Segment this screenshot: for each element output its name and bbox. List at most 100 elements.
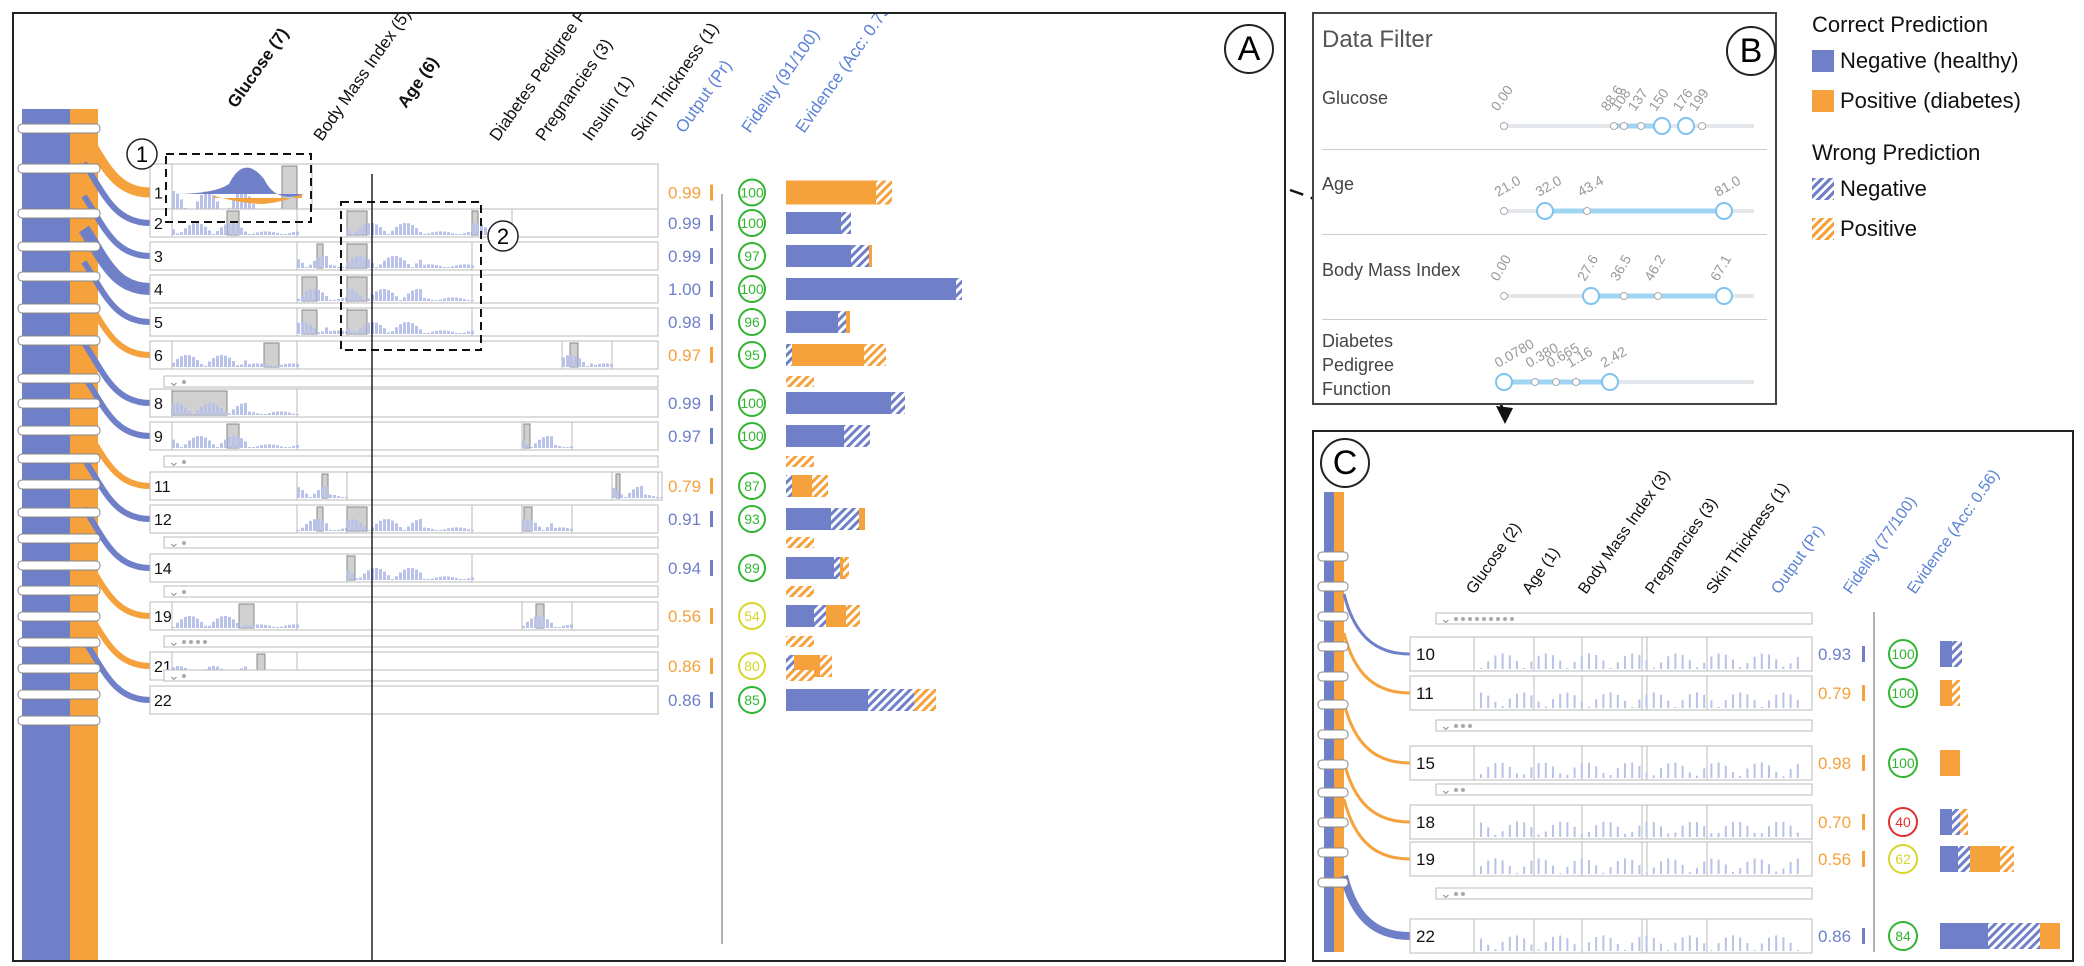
hist-bar bbox=[192, 616, 195, 628]
hist-bar bbox=[321, 520, 324, 531]
hist-bar bbox=[297, 259, 300, 268]
output-header: Output (Pr) bbox=[1768, 523, 1827, 598]
hist-bar bbox=[196, 436, 199, 448]
row-id: 19 bbox=[154, 609, 172, 626]
hist-bar bbox=[1732, 772, 1734, 778]
hist-bar bbox=[1674, 832, 1677, 837]
hist-bar bbox=[419, 289, 422, 301]
hist-bar bbox=[1616, 662, 1619, 669]
hist-bar bbox=[180, 404, 183, 415]
hist-bar bbox=[1573, 661, 1576, 669]
hist-bar bbox=[224, 355, 227, 367]
hist-bar bbox=[1516, 935, 1518, 951]
hist-bar bbox=[1753, 950, 1756, 951]
output-value: 0.56 bbox=[668, 607, 701, 626]
output-value: 0.98 bbox=[668, 313, 701, 332]
hist-bar bbox=[419, 329, 422, 334]
hist-bar bbox=[467, 300, 470, 301]
hist-bar bbox=[1753, 832, 1756, 837]
hist-bar bbox=[379, 289, 382, 301]
hist-bar bbox=[1652, 822, 1655, 837]
chevron-down-icon: ⌄ bbox=[168, 583, 180, 599]
hist-bar bbox=[228, 616, 231, 628]
evidence-wrong-positive bbox=[2000, 846, 2014, 872]
hist-bar bbox=[558, 527, 561, 531]
rule-matrix-svg: Glucose (7) Body Mass Index (5)Age (6) Dia… bbox=[17, 14, 962, 960]
hist-bar bbox=[204, 404, 207, 415]
hist-bar bbox=[1631, 653, 1634, 669]
hist-bar bbox=[546, 435, 549, 448]
hist-bar bbox=[1552, 865, 1554, 874]
hist-bar bbox=[423, 234, 426, 235]
collapsed-dot bbox=[182, 380, 186, 384]
hist-bar bbox=[1595, 655, 1598, 669]
slider-handle bbox=[1601, 373, 1619, 391]
hist-bar bbox=[1681, 825, 1684, 837]
flow-band bbox=[1342, 702, 1411, 765]
output-bar bbox=[710, 560, 713, 576]
hist-bar bbox=[1523, 774, 1526, 778]
hist-bar bbox=[530, 447, 533, 448]
hist-bar bbox=[403, 297, 406, 301]
hist-bar bbox=[1580, 858, 1583, 874]
evidence-positive bbox=[869, 245, 872, 267]
hist-bar bbox=[351, 574, 354, 580]
hist-bar bbox=[463, 299, 466, 301]
hist-bar bbox=[268, 412, 271, 415]
hist-bar bbox=[1580, 949, 1583, 951]
hist-bar bbox=[272, 444, 275, 448]
collapsed-frame bbox=[1435, 887, 1813, 900]
hist-bar bbox=[1660, 943, 1662, 951]
hist-bar bbox=[268, 444, 271, 448]
fidelity-value: 100 bbox=[740, 185, 764, 201]
hist-bar bbox=[439, 231, 442, 235]
hist-bar bbox=[1588, 706, 1590, 708]
evidence-wrong-negative bbox=[956, 278, 962, 300]
hist-bar bbox=[1710, 858, 1713, 874]
hist-bar bbox=[208, 402, 211, 415]
flow-band bbox=[81, 260, 151, 325]
filter-dpf-label: Diabetes Pedigree Function bbox=[1322, 331, 1395, 399]
slider-handle bbox=[1637, 122, 1645, 130]
collapsed-dot bbox=[189, 640, 193, 644]
hist-bar bbox=[305, 291, 308, 301]
fidelity-value: 40 bbox=[1895, 814, 1911, 830]
hist-bar bbox=[1760, 833, 1763, 837]
hist-bar bbox=[395, 296, 398, 301]
hist-bar bbox=[232, 435, 235, 448]
hist-bar bbox=[192, 414, 195, 415]
table-row: 2 0.99 100 bbox=[149, 208, 851, 238]
hist-bar bbox=[1501, 860, 1504, 874]
hist-bar bbox=[236, 405, 239, 415]
hist-bar bbox=[325, 256, 328, 268]
hist-bar bbox=[1652, 692, 1655, 708]
hist-bar bbox=[399, 527, 402, 531]
slider-tick-label: 32.0 bbox=[1533, 172, 1565, 200]
slider-tick-label: 46.2 bbox=[1641, 252, 1669, 284]
output-value: 0.99 bbox=[668, 184, 701, 203]
hist-bar bbox=[321, 487, 324, 498]
hist-bar bbox=[1688, 772, 1691, 778]
hist-bar bbox=[610, 363, 613, 367]
hist-bar bbox=[383, 288, 386, 301]
hist-bar bbox=[1667, 950, 1670, 951]
subset-rule-svg: Glucose (2)Age (1) Body Mass Index (3)Pre… bbox=[1317, 467, 2060, 954]
hist-bar bbox=[562, 527, 565, 531]
hist-bar bbox=[1559, 935, 1562, 951]
hist-bar bbox=[367, 530, 370, 531]
hist-bar bbox=[411, 522, 414, 531]
hist-bar bbox=[455, 234, 458, 235]
hist-bar bbox=[1588, 653, 1590, 669]
hist-bar bbox=[1789, 694, 1792, 708]
hist-bar bbox=[1552, 766, 1554, 778]
hist-bar bbox=[288, 624, 291, 628]
hist-bar bbox=[276, 445, 279, 448]
hist-bar bbox=[228, 223, 231, 235]
hist-bar bbox=[459, 264, 462, 268]
hist-bar bbox=[472, 223, 475, 235]
hist-bar bbox=[280, 446, 283, 448]
hist-bar bbox=[1602, 872, 1605, 874]
row-frame bbox=[149, 504, 659, 534]
hist-bar bbox=[1782, 821, 1785, 837]
output-bar bbox=[710, 248, 713, 264]
